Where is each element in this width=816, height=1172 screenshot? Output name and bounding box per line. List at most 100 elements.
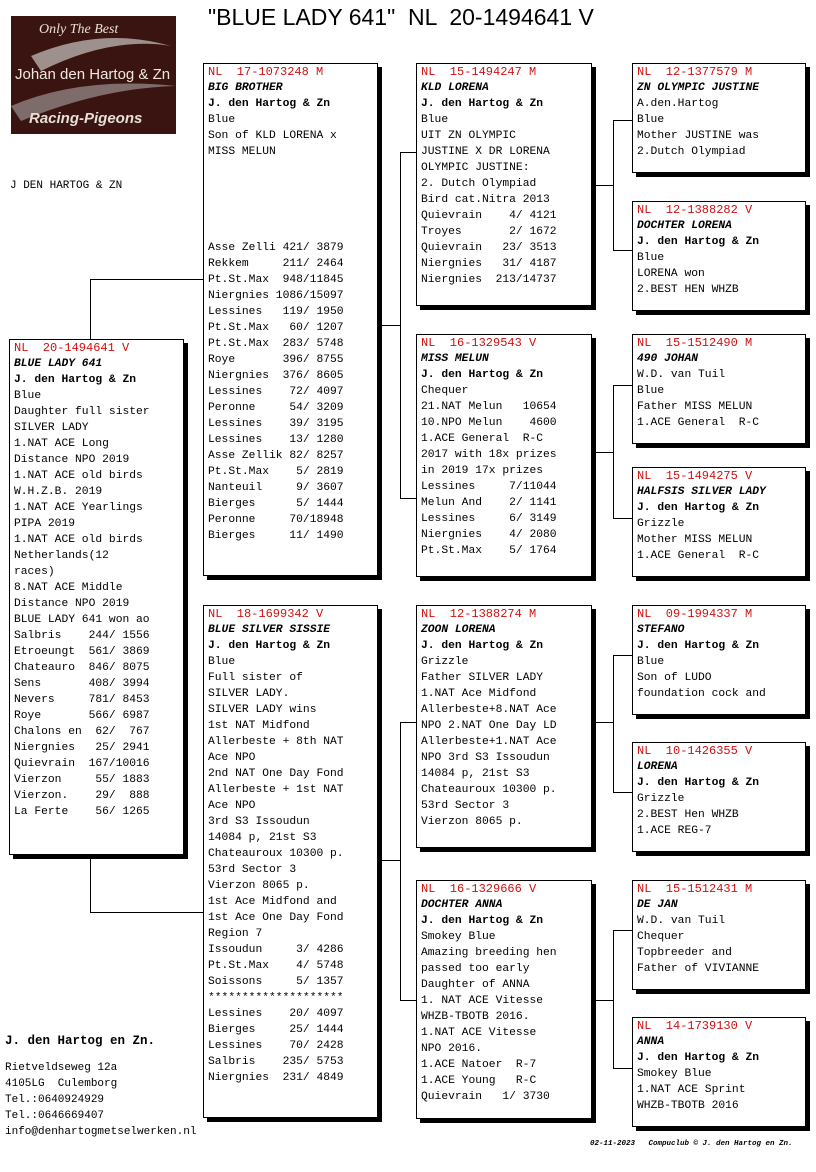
detail-line: Chequer xyxy=(421,385,469,397)
detail-line: Issoudun 3/ 4286 xyxy=(208,944,344,956)
logo-subtitle: Racing-Pigeons xyxy=(29,110,143,127)
detail-line: Pt.St.Max 60/ 1207 xyxy=(208,322,344,334)
detail-line: Lessines 7/11044 xyxy=(421,481,557,493)
ring-number: NL 15-1494247 M xyxy=(421,65,537,79)
detail-line: Etroeungt 561/ 3869 xyxy=(14,646,150,658)
pigeon-breeder: J. den Hartog & Zn xyxy=(637,1052,760,1064)
detail-line: Nevers 781/ 8453 xyxy=(14,694,150,706)
detail-line: NPO 2016. xyxy=(421,1043,483,1055)
detail-line: Father MISS MELUN xyxy=(637,401,753,413)
detail-line: 1.NAT ACE old birds xyxy=(14,470,143,482)
detail-line: LORENA won xyxy=(637,268,705,280)
pigeon-name: DE JAN xyxy=(637,899,678,911)
pigeon-breeder: J. den Hartog & Zn xyxy=(637,640,760,652)
pigeon-name: MISS MELUN xyxy=(421,353,489,365)
pigeon-name: DOCHTER ANNA xyxy=(421,899,503,911)
pigeon-name: LORENA xyxy=(637,761,678,773)
detail-line: Pt.St.Max 4/ 5748 xyxy=(208,960,344,972)
detail-line: Rekkem 211/ 2464 xyxy=(208,258,344,270)
detail-line: 1.NAT Ace Midfond xyxy=(421,688,537,700)
detail-line: in 2019 17x prizes xyxy=(421,465,544,477)
detail-line: Niergnies 31/ 4187 xyxy=(421,258,557,270)
detail-line: La Ferte 56/ 1265 xyxy=(14,806,150,818)
detail-line: 14084 p, 21st S3 xyxy=(421,768,530,780)
detail-line: passed too early xyxy=(421,963,530,975)
detail-line: ******************** xyxy=(208,992,344,1004)
detail-line: Soissons 5/ 1357 xyxy=(208,976,344,988)
detail-line: 21.NAT Melun 10654 xyxy=(421,401,557,413)
pigeon-name: HALFSIS SILVER LADY xyxy=(637,486,766,498)
detail-line: Rietveldseweg 12a xyxy=(5,1062,118,1074)
detail-line: Sens 408/ 3994 xyxy=(14,678,150,690)
detail-line: 14084 p, 21st S3 xyxy=(208,832,317,844)
footer-stamp: 02-11-2023 Compuclub © J. den Hartog en … xyxy=(590,1140,793,1148)
detail-line: Chateauroux 10300 p. xyxy=(208,848,344,860)
detail-line: Mother JUSTINE was xyxy=(637,130,760,142)
detail-line: Vierzon 8065 p. xyxy=(208,880,310,892)
detail-line: Tel.:0640924929 xyxy=(5,1094,105,1106)
ring-number: NL 15-1512431 M xyxy=(637,882,753,896)
detail-line: 1. NAT ACE Vitesse xyxy=(421,995,544,1007)
detail-line: SILVER LADY. xyxy=(208,688,290,700)
detail-line: Blue xyxy=(637,114,665,126)
detail-line: Peronne 54/ 3209 xyxy=(208,402,344,414)
detail-line: 1.NAT ACE Yearlings xyxy=(14,502,143,514)
detail-line: 2.BEST Hen WHZB xyxy=(637,809,739,821)
detail-line: Blue xyxy=(421,114,449,126)
detail-line: Blue xyxy=(637,656,665,668)
pigeon-details: Grizzle 2.BEST Hen WHZB 1.ACE REG-7 xyxy=(637,791,801,839)
detail-line: SILVER LADY xyxy=(14,422,89,434)
detail-line: Bird cat.Nitra 2013 xyxy=(421,194,550,206)
pigeon-details: Smokey Blue 1.NAT ACE Sprint WHZB-TBOTB 20… xyxy=(637,1066,801,1114)
pigeon-card-fff: NL 12-1377579 M ZN OLYMPIC JUSTINE A.den… xyxy=(632,63,806,173)
detail-line: 2.BEST HEN WHZB xyxy=(637,284,739,296)
detail-line: Pt.St.Max 5/ 1764 xyxy=(421,545,557,557)
detail-line: Netherlands(12 xyxy=(14,550,109,562)
pigeon-card-mff: NL 09-1994337 M STEFANO J. den Hartog & … xyxy=(632,605,806,715)
detail-line: Bierges 25/ 1444 xyxy=(208,1024,344,1036)
pigeon-details: Blue Father MISS MELUN 1.ACE General R-C xyxy=(637,383,801,431)
pigeon-breeder: J. den Hartog & Zn xyxy=(637,236,760,248)
detail-line: Roye 566/ 6987 xyxy=(14,710,150,722)
ring-number: NL 16-1329666 V xyxy=(421,882,537,896)
detail-line: Chateauro 846/ 8075 xyxy=(14,662,150,674)
pigeon-card-ffm: NL 12-1388282 V DOCHTER LORENA J. den Ha… xyxy=(632,201,806,311)
detail-line: PIPA 2019 xyxy=(14,518,76,530)
pigeon-name: STEFANO xyxy=(637,624,685,636)
pigeon-card-mmf: NL 15-1512431 M DE JAN W.D. van Tuil Che… xyxy=(632,880,806,990)
detail-line: Quievrain 23/ 3513 xyxy=(421,242,557,254)
detail-line: Smokey Blue xyxy=(637,1068,712,1080)
detail-line: Niergnies 1086/15097 xyxy=(208,290,344,302)
detail-line: 2nd NAT One Day Fond xyxy=(208,768,344,780)
detail-line: 10.NPO Melun 4600 xyxy=(421,417,557,429)
detail-line: Allerbeste+1.NAT Ace xyxy=(421,736,557,748)
pigeon-card-ff: NL 15-1494247 M KLD LORENA J. den Hartog… xyxy=(416,63,592,306)
logo-swoosh-icon xyxy=(11,38,176,121)
pigeon-details: Grizzle Father SILVER LADY 1.NAT Ace Midfo… xyxy=(421,654,587,830)
pigeon-breeder: J. den Hartog & Zn xyxy=(421,369,544,381)
ring-number: NL 18-1699342 V xyxy=(208,607,324,621)
logo-name: Johan den Hartog & Zn xyxy=(15,66,171,83)
detail-line: 53rd Sector 3 xyxy=(421,800,510,812)
pigeon-breeder: W.D. van Tuil xyxy=(637,369,726,381)
pigeon-breeder: J. den Hartog & Zn xyxy=(421,640,544,652)
detail-line: Mother MISS MELUN xyxy=(637,534,753,546)
detail-line: Chateauroux 10300 p. xyxy=(421,784,557,796)
detail-line: Full sister of xyxy=(208,672,303,684)
detail-line: Smokey Blue xyxy=(421,931,496,943)
detail-line: Pt.St.Max 948/11845 xyxy=(208,274,344,286)
detail-line: Vierzon 8065 p. xyxy=(421,816,523,828)
detail-line: Topbreeder and xyxy=(637,947,732,959)
detail-line: 1.ACE General R-C xyxy=(637,550,760,562)
detail-line: Bierges 11/ 1490 xyxy=(208,530,344,542)
detail-line: Region 7 xyxy=(208,928,263,940)
pigeon-breeder: J. den Hartog & Zn xyxy=(208,640,331,652)
logo-tagline: Only The Best xyxy=(39,22,119,37)
detail-line: 2017 with 18x prizes xyxy=(421,449,557,461)
detail-line: Distance NPO 2019 xyxy=(14,454,130,466)
detail-line: 1.ACE Natoer R-7 xyxy=(421,1059,537,1071)
pigeon-results: Asse Zelli 421/ 3879 Rekkem 211/ 2464 Pt.S… xyxy=(208,240,373,544)
ring-number: NL 20-1494641 V xyxy=(14,341,130,355)
detail-line: Distance NPO 2019 xyxy=(14,598,130,610)
detail-line: Father SILVER LADY xyxy=(421,672,544,684)
